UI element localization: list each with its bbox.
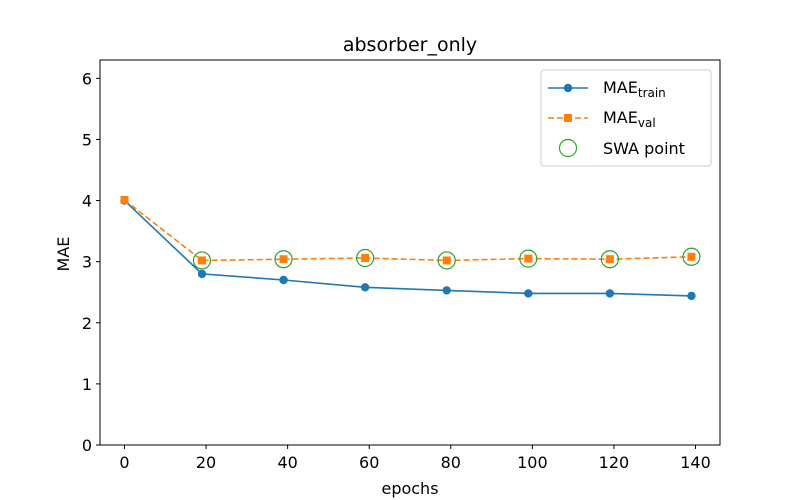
x-tick-label: 40 [277,453,297,472]
series-train-point [197,269,207,279]
y-tick-label: 2 [82,314,92,333]
series-val-point [524,254,533,263]
legend-train-marker [563,83,573,93]
series-val-line [123,199,692,262]
series-val-point [197,256,206,265]
plot-frame [99,59,721,446]
series-train-point [605,289,615,298]
chart-title: absorber_only [343,34,477,56]
legend-train-label: MAEtrain [603,78,666,100]
swa-point [682,247,701,266]
plot-content [120,195,701,301]
series-val-point [442,256,451,265]
series-train-point [279,275,288,285]
series-train-line [123,199,692,297]
swa-point [274,250,293,269]
swa-point [192,251,212,270]
swa-point [437,251,456,270]
legend-val-label-sub: val [638,116,656,130]
series-val-point [279,255,288,264]
x-tick-label: 100 [517,453,548,472]
swa-point [519,249,538,268]
y-tick-label: 5 [82,130,92,149]
series-train-point [687,291,696,301]
x-tick-label: 80 [441,453,461,472]
x-tick-label: 20 [196,453,216,472]
legend-swa-marker [558,138,578,158]
legend-box [540,69,712,167]
x-axis-ticks: 0 20 40 60 80 100 120 140 [119,445,711,472]
legend-train-label-main: MAE [603,78,638,97]
y-tick-label: 4 [82,192,92,211]
x-tick-label: 140 [680,453,711,472]
swa-point [600,250,619,269]
series-train-point [442,286,451,295]
legend-train-label-sub: train [638,86,666,100]
x-tick-label: 0 [119,453,129,472]
y-tick-label: 3 [82,253,92,272]
series-val-point [120,195,129,204]
legend-swa-label: SWA point [603,139,685,158]
y-axis-ticks: 0 1 2 3 4 5 6 [82,69,100,455]
series-train-point [360,283,370,292]
swa-point [356,248,375,268]
series-val-point [361,254,370,262]
series-val-point [687,252,696,261]
y-tick-label: 6 [82,69,92,88]
x-tick-label: 60 [359,453,379,472]
y-tick-label: 0 [82,436,92,455]
legend-val-marker [564,114,572,122]
y-tick-label: 1 [82,375,92,394]
x-axis-label: epochs [381,479,438,498]
series-val-point [605,255,614,264]
series-train-point [524,289,533,298]
legend-val-label: MAEval [603,108,656,130]
legend-val-label-main: MAE [603,108,638,127]
x-tick-label: 120 [599,453,630,472]
legend: MAEtrain MAEval SWA point [540,69,712,167]
y-axis-label: MAE [54,237,73,272]
